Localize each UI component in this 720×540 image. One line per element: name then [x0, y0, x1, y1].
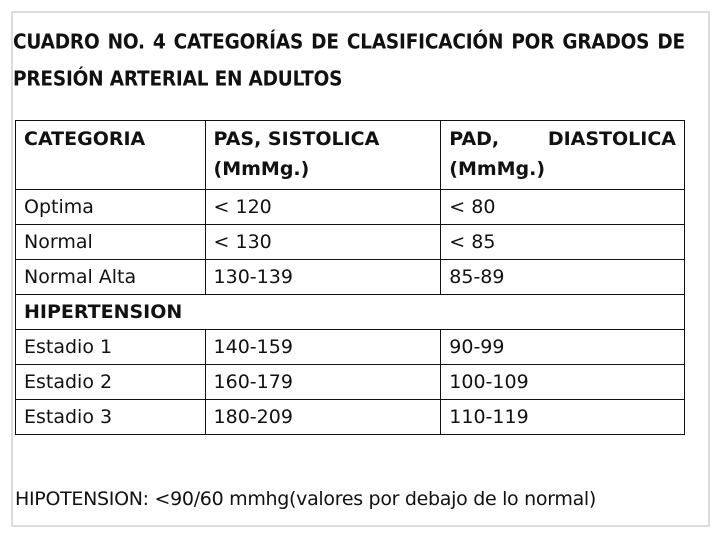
cell-systolic: < 130: [204, 224, 442, 260]
blood-pressure-table: CATEGORIA PAS, SISTOLICA (MmMg.) PAD, DI…: [15, 120, 685, 435]
header-systolic: PAS, SISTOLICA (MmMg.): [204, 120, 442, 190]
table-row: Estadio 3 180-209 110-119: [15, 399, 685, 435]
document-title: CUADRO NO. 4 CATEGORÍAS DE CLASIFICACIÓN…: [13, 24, 685, 98]
title-line-1: CUADRO NO. 4 CATEGORÍAS DE CLASIFICACIÓN…: [13, 30, 685, 55]
cell-category: Estadio 2: [15, 364, 206, 400]
section-row-hypertension: HIPERTENSION: [15, 294, 685, 330]
cell-category: Optima: [15, 189, 206, 225]
cell-systolic: 160-179: [204, 364, 442, 400]
cell-diastolic: 90-99: [440, 329, 685, 365]
table-header-row: CATEGORIA PAS, SISTOLICA (MmMg.) PAD, DI…: [15, 120, 685, 190]
cell-systolic: 140-159: [204, 329, 442, 365]
cell-category: Estadio 1: [15, 329, 206, 365]
table-row: Estadio 2 160-179 100-109: [15, 364, 685, 400]
table-row: Normal Alta 130-139 85-89: [15, 259, 685, 295]
cell-diastolic: 85-89: [440, 259, 685, 295]
header-systolic-unit: (MmMg.): [213, 158, 310, 180]
cell-diastolic: 110-119: [440, 399, 685, 435]
table-row: Normal < 130 < 85: [15, 224, 685, 260]
cell-systolic: < 120: [204, 189, 442, 225]
cell-systolic: 130-139: [204, 259, 442, 295]
header-category-label: CATEGORIA: [24, 128, 146, 150]
header-diastolic: PAD, DIASTOLICA (MmMg.): [440, 120, 685, 190]
header-diastolic-label-right: DIASTOLICA: [547, 128, 676, 150]
cell-category: Normal: [15, 224, 206, 260]
title-line-2: PRESIÓN ARTERIAL EN ADULTOS: [13, 67, 343, 92]
cell-category: Normal Alta: [15, 259, 206, 295]
table-row: Estadio 1 140-159 90-99: [15, 329, 685, 365]
table-row: Optima < 120 < 80: [15, 189, 685, 225]
header-category: CATEGORIA: [15, 120, 206, 190]
header-systolic-label: PAS, SISTOLICA: [213, 128, 380, 150]
cell-diastolic: 100-109: [440, 364, 685, 400]
hypotension-note: HIPOTENSION: <90/60 mmhg(valores por deb…: [15, 488, 597, 510]
header-diastolic-label-left: PAD,: [449, 128, 500, 150]
cell-category: Estadio 3: [15, 399, 206, 435]
header-diastolic-unit: (MmMg.): [449, 158, 546, 180]
cell-diastolic: < 80: [440, 189, 685, 225]
cell-diastolic: < 85: [440, 224, 685, 260]
section-label: HIPERTENSION: [15, 294, 685, 330]
cell-systolic: 180-209: [204, 399, 442, 435]
